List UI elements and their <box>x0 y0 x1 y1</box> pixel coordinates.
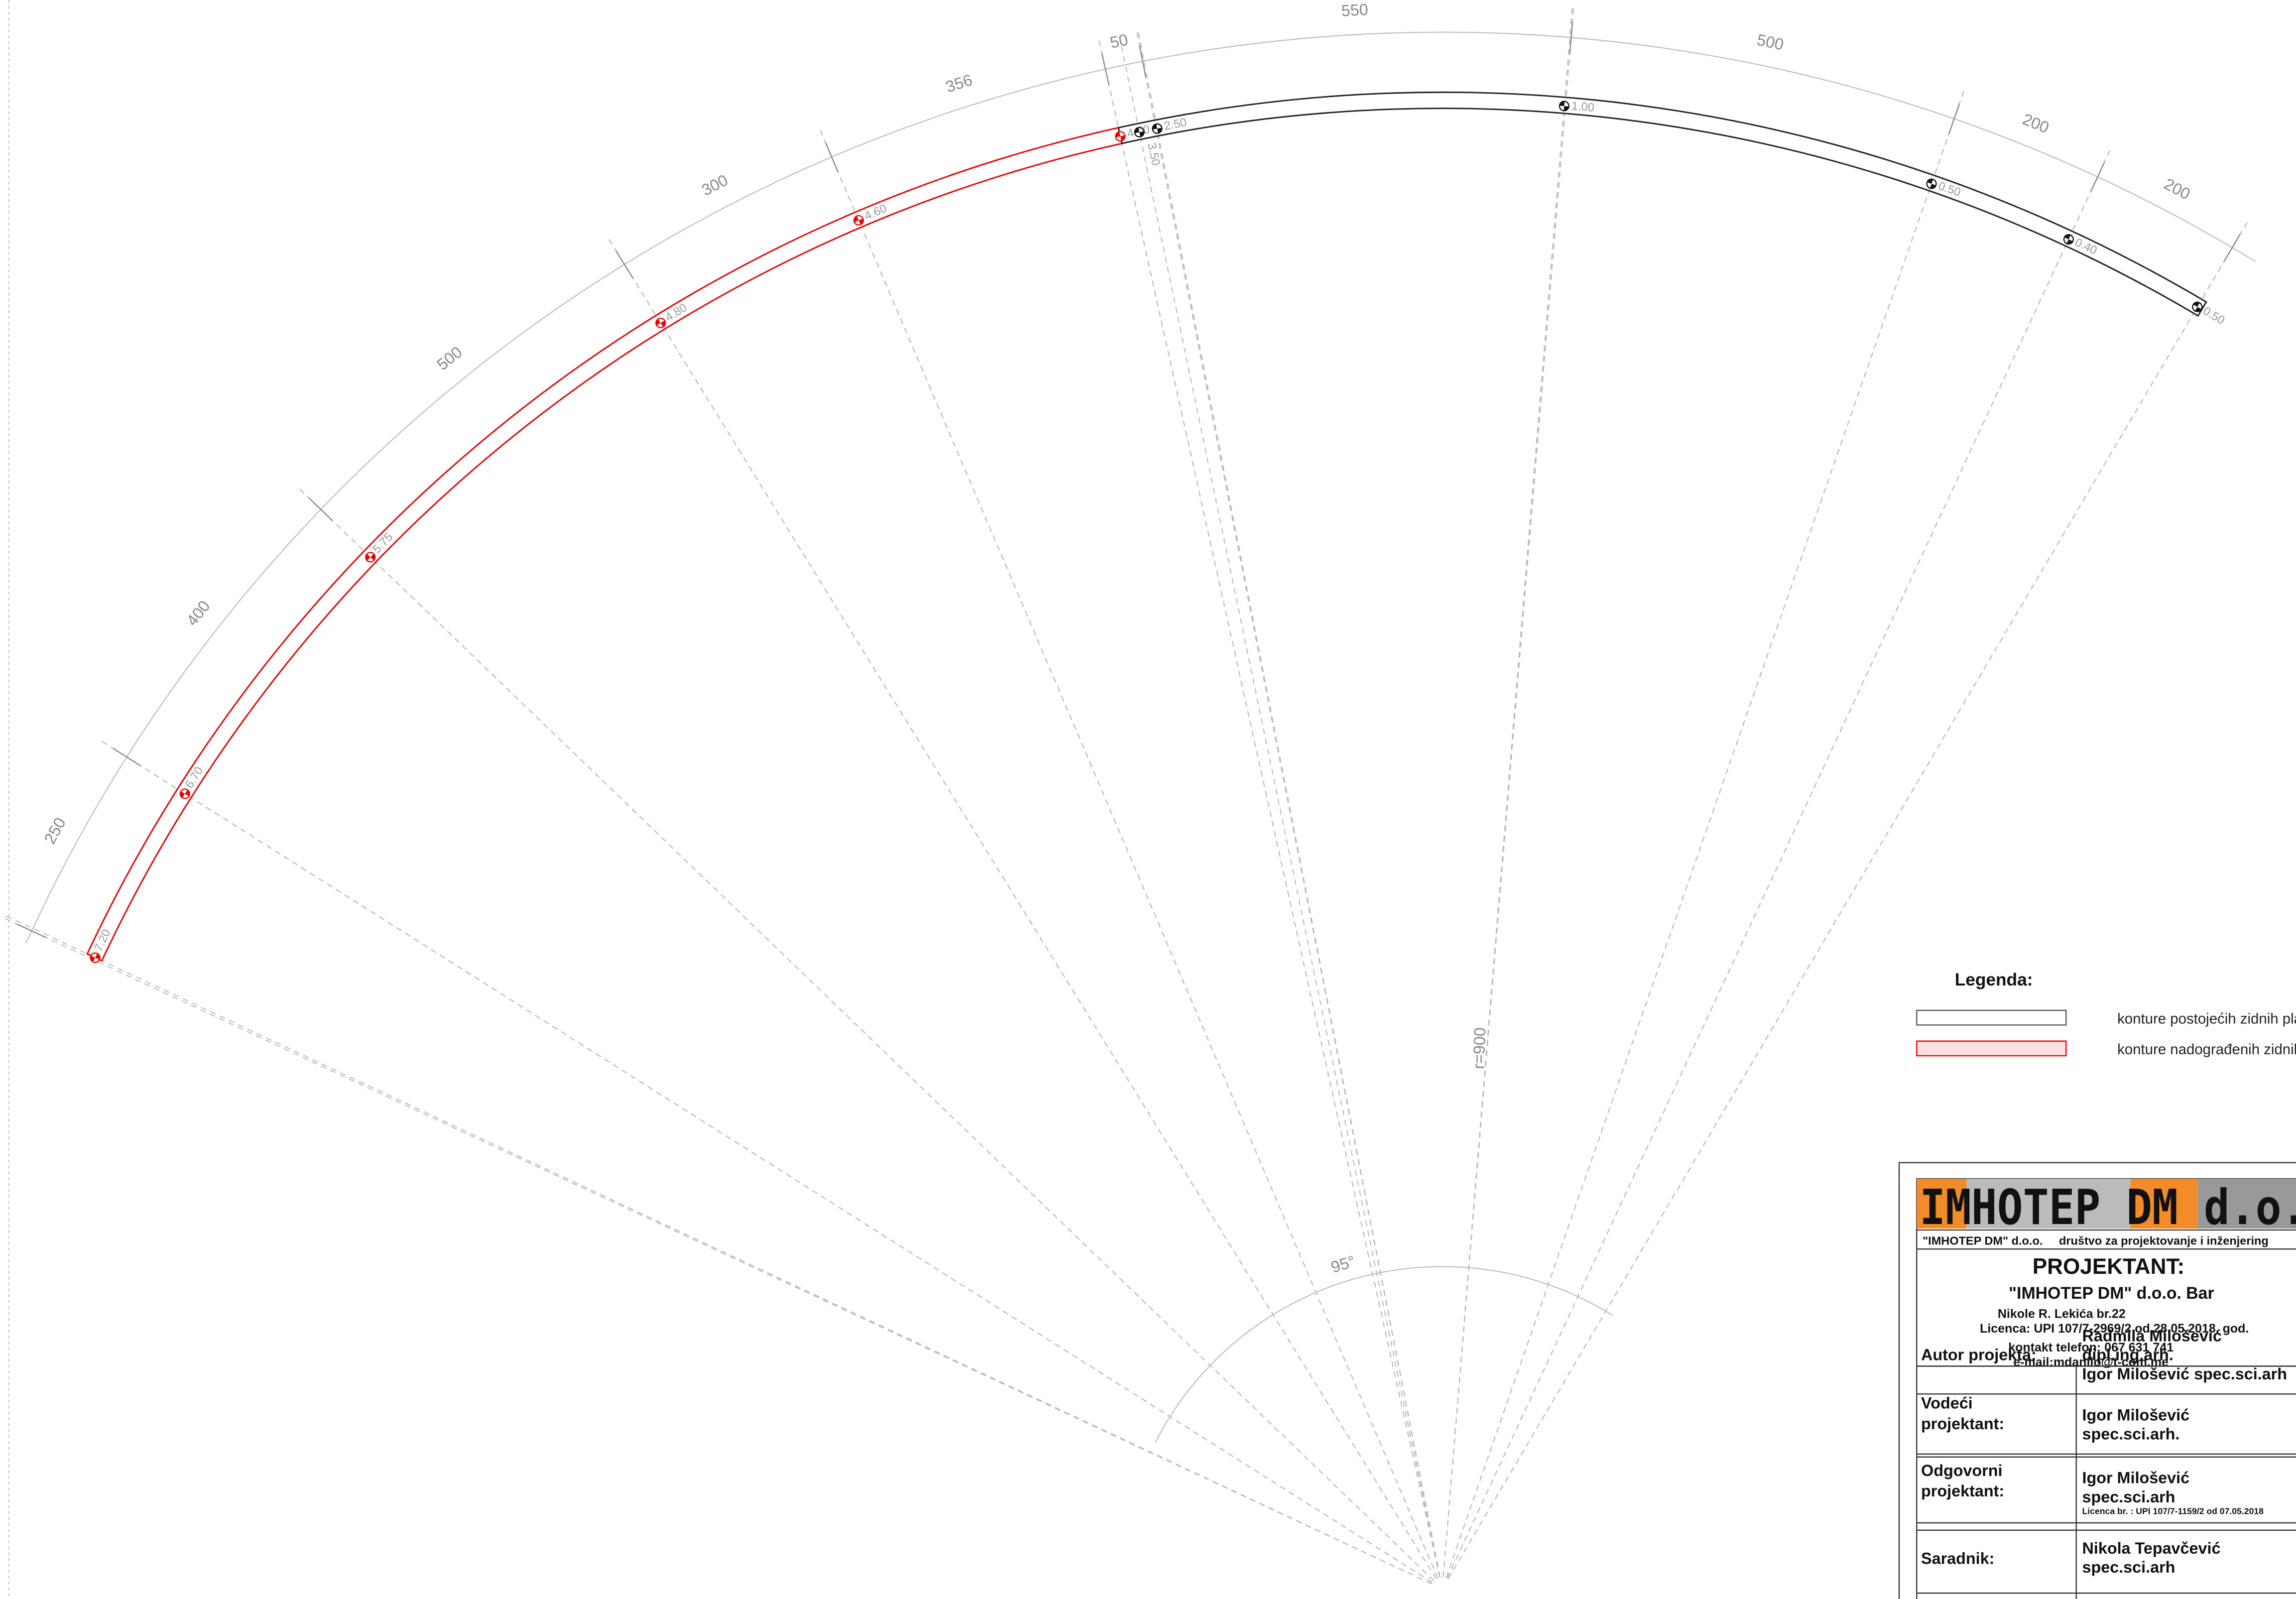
row-label: Saradnik: <box>1921 1549 1994 1567</box>
row-label: projektant: <box>1921 1415 2004 1433</box>
row-value: Igor Milošević spec.sci.arh <box>2082 1365 2287 1383</box>
radial-line <box>99 739 1433 1583</box>
radial-line <box>1443 5 1574 1578</box>
license: Licenca: UPI 107/7-2969/2 od 28.05.2018.… <box>1980 1322 2249 1336</box>
dimension-label: 200 <box>2161 175 2193 203</box>
dimension-label: 550 <box>1341 0 1369 20</box>
radial-line <box>1137 29 1441 1578</box>
logo-box <box>1966 1179 2131 1229</box>
marker-fill <box>2064 235 2073 244</box>
legend-item: konture nadograđenih zidnih platna <box>2117 1041 2296 1058</box>
tagline: "IMHOTEP DM" d.o.o. društvo za projektov… <box>1923 1234 2269 1247</box>
row-label: Autor projekta: <box>1921 1346 2037 1364</box>
dimension-label: 500 <box>1755 30 1785 53</box>
marker-fill <box>180 790 190 798</box>
marker-fill <box>1559 101 1569 111</box>
radial-line <box>818 127 1439 1579</box>
dimension-label: 250 <box>41 815 69 847</box>
radial-line <box>1448 219 2249 1579</box>
dimension-label: 500 <box>433 343 466 374</box>
elevation-label: 0.50 <box>2201 304 2227 327</box>
marker-fill <box>2193 302 2201 312</box>
logo-box <box>2197 1179 2296 1229</box>
dimension-tick <box>1139 45 1147 78</box>
company: "IMHOTEP DM" d.o.o. Bar <box>2009 1284 2214 1303</box>
dimension-label: 300 <box>699 171 730 199</box>
row-value: Nikola Tepavčević <box>2082 1539 2221 1557</box>
dimension-tick <box>2090 162 2105 192</box>
row-value: Radmila Milošević <box>2082 1327 2222 1345</box>
dimension-label: 400 <box>183 597 214 629</box>
row-value: spec.sci.arh <box>2082 1558 2175 1576</box>
radial-line <box>1118 33 1441 1578</box>
marker-fill <box>1134 127 1144 137</box>
radial-line <box>297 487 1435 1581</box>
legend: Legenda: konture postojećih zidnih platn… <box>1916 970 2296 1058</box>
dimension-tick <box>2223 233 2241 262</box>
row-label: projektant: <box>1921 1482 2004 1500</box>
legend-item: konture postojećih zidnih platna <box>2117 1010 2296 1027</box>
row-value: spec.sci.arh. <box>2082 1425 2180 1443</box>
elevation-marker: 1.00 <box>1559 99 1595 114</box>
dimension-tick <box>309 497 333 521</box>
elevation-label: 1.00 <box>1571 99 1595 114</box>
block-border <box>1898 1162 2296 1599</box>
wall <box>86 126 1123 962</box>
dimension-arc <box>25 31 2256 944</box>
radius-label: r=900 <box>1469 1027 1489 1070</box>
radial-line <box>1447 147 2112 1579</box>
radial-line <box>3 914 1432 1585</box>
dimension-label: 356 <box>944 71 974 96</box>
address: Nikole R. Lekića br.22 <box>1998 1307 2126 1321</box>
dimension-tick <box>615 250 634 279</box>
title-block: IMHOTEP DM d.o.o. "IMHOTEP DM" d.o.o. dr… <box>1898 1162 2296 1599</box>
dimension-tick <box>1948 103 1960 134</box>
legend-swatch <box>1916 1040 2067 1057</box>
dimension-tick <box>825 142 839 172</box>
email: e-mail:mdanilo@t-com.me <box>2013 1355 2169 1369</box>
heading: PROJEKTANT: <box>2033 1254 2184 1279</box>
marker-fill <box>656 319 666 327</box>
radial-line <box>1443 5 1573 1578</box>
logo-box <box>1917 1179 1967 1229</box>
elevation-label: 0.50 <box>1936 179 1962 199</box>
dimension-label: 200 <box>2020 110 2052 137</box>
dimension-tick <box>113 747 141 766</box>
row-value: Igor Milošević <box>2082 1406 2190 1424</box>
radial-line <box>2 917 1432 1585</box>
radial-line <box>1136 29 1441 1578</box>
dimension-tick <box>16 923 47 939</box>
angle-arc <box>1155 1266 1613 1443</box>
dimension-tick <box>1101 53 1110 85</box>
legend-swatch <box>1916 1009 2067 1026</box>
plan: 250400500300356505505002002007.206.705.7… <box>2 0 2256 1585</box>
legend-title: Legenda: <box>1955 970 2033 989</box>
row-value: Igor Milošević <box>2082 1469 2190 1487</box>
logo: IMHOTEP DM d.o.o. <box>1920 1179 2296 1235</box>
row-note: Licenca br. : UPI 107/7-1159/2 od 07.05.… <box>2082 1506 2264 1516</box>
radial-line <box>1446 88 1965 1578</box>
row-value: dipl.ing.arh. <box>2082 1346 2174 1364</box>
angle-label: 95° <box>1329 1252 1357 1276</box>
row-label: Odgovorni <box>1921 1462 2002 1479</box>
wall <box>1117 91 2207 317</box>
logo-box <box>2130 1179 2198 1229</box>
radial-line <box>607 237 1437 1579</box>
row-label: Vodeći <box>1921 1394 1973 1412</box>
row-value: spec.sci.arh <box>2082 1488 2175 1506</box>
phone: kontakt telefon: 067 631 741 <box>2008 1341 2174 1354</box>
radial-line <box>1097 37 1441 1578</box>
dimension-tick <box>1569 21 1573 54</box>
dimension-label: 50 <box>1108 30 1130 52</box>
